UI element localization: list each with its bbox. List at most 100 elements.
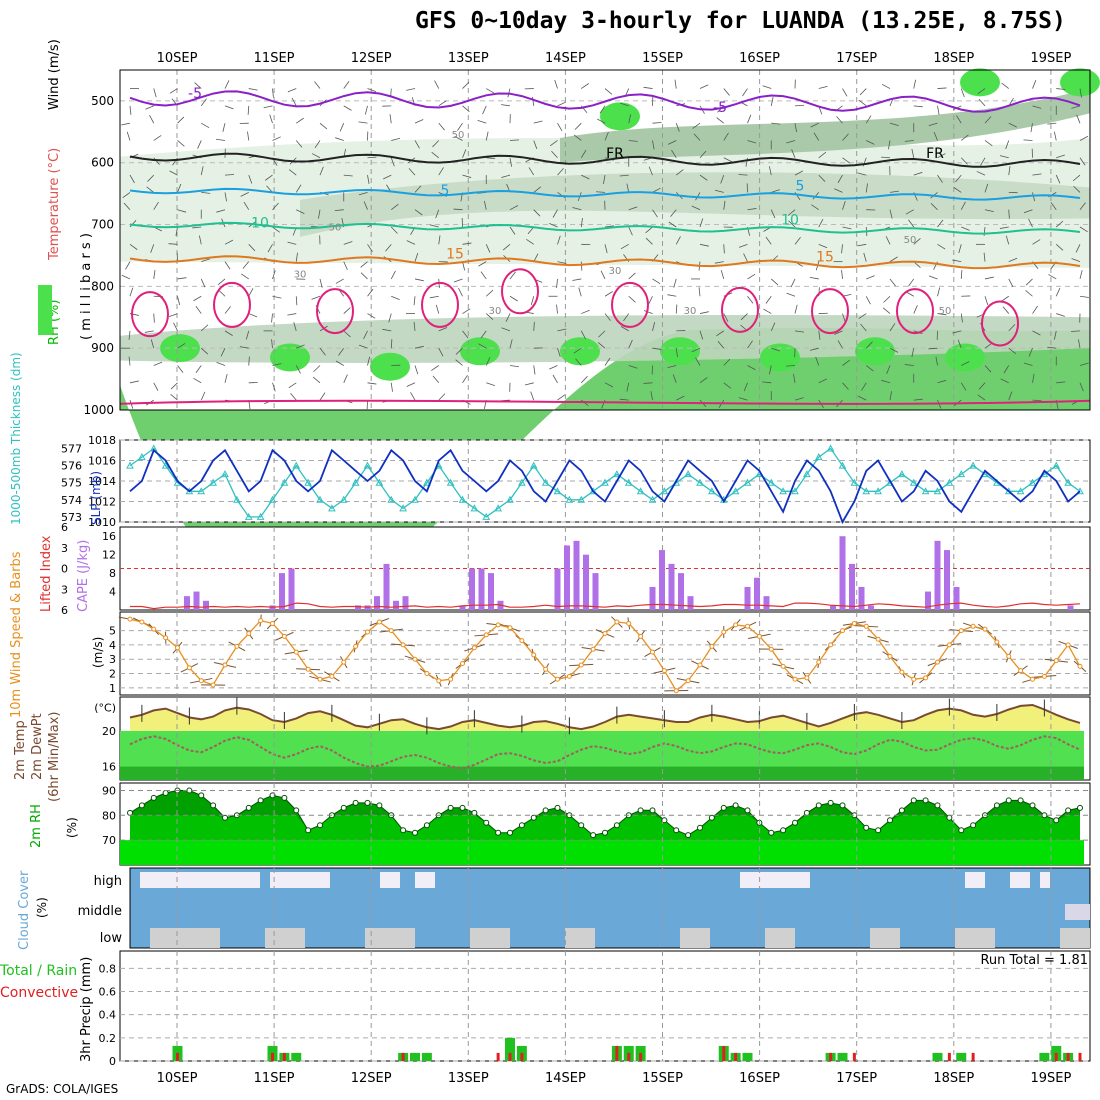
wind-speed-marker: [875, 636, 881, 642]
wind-barb: [961, 226, 970, 231]
cloud-low-block: [150, 928, 220, 948]
wind-panel: [119, 611, 1091, 696]
wind-barb: [889, 209, 893, 219]
wind-barb: [526, 238, 534, 245]
contour-label: 5: [796, 179, 805, 195]
precip-conv-bar: [401, 1052, 405, 1061]
precip-total-bar: [1039, 1052, 1050, 1061]
thickness-tick: 575: [61, 477, 82, 490]
wind-barb: [747, 114, 752, 124]
wind-barb: [652, 322, 656, 331]
wind-barb: [882, 307, 891, 314]
wind-barb: [984, 296, 989, 305]
wind-barb: [1008, 166, 1011, 176]
rh-marker: [827, 799, 834, 806]
wind-speed-marker: [650, 649, 655, 655]
wind-barb: [457, 122, 463, 131]
wind-barb: [224, 373, 228, 383]
wind-barb: [313, 365, 321, 373]
wind-tick: 1: [109, 682, 116, 695]
cape-bar: [858, 586, 865, 610]
wind-barb: [913, 238, 921, 245]
wind-speed-marker: [258, 618, 264, 624]
wind-speed-marker: [982, 626, 988, 632]
precip-total-bar: [291, 1052, 302, 1061]
wind-barb: [295, 365, 301, 374]
wind-barb: [287, 313, 297, 316]
wind-barb: [200, 98, 207, 107]
wind-barb: [391, 203, 399, 211]
wind-barb: [291, 97, 297, 107]
rh-high-blob: [460, 337, 500, 366]
wind-tick: 5: [109, 625, 116, 638]
thickness-marker: [850, 478, 859, 486]
wind-speed-marker: [222, 662, 228, 668]
wind-barb: [598, 330, 606, 338]
cloud-low-block: [1060, 928, 1090, 948]
wind-speed-marker: [1006, 653, 1012, 659]
cape-bar: [763, 596, 770, 610]
cape-bar: [678, 573, 684, 610]
wind-speed-marker: [768, 646, 774, 652]
wind-barb: [524, 382, 534, 386]
pressure-tick: 900: [91, 341, 114, 355]
wind-barb: [1028, 218, 1033, 228]
wind-barb: [192, 226, 202, 229]
wind-speed-marker: [578, 662, 584, 668]
temp-label-2: (6hr Min/Max): [47, 712, 62, 802]
wind-barb: [486, 157, 496, 160]
cape-bar: [1067, 605, 1074, 610]
wind-barb: [200, 166, 204, 176]
temp-axis-label: Temperature (°C): [47, 148, 62, 261]
wind-barb: [1078, 339, 1081, 349]
rh-contour-80: [119, 399, 1091, 405]
wind-speed-marker: [305, 666, 311, 672]
temp-label-1: 2m DewPt: [30, 713, 45, 780]
cape-tick: 16: [102, 530, 116, 543]
contour-label: 15: [446, 247, 464, 263]
contour-label: 5: [441, 183, 450, 199]
wind-barb: [200, 347, 209, 355]
rh-high-blob: [945, 343, 985, 372]
wind-speed-marker: [780, 663, 786, 669]
rh-marker: [898, 807, 905, 814]
wind-barb: [478, 261, 487, 267]
wind-barb: [595, 191, 606, 193]
wind-barb: [667, 140, 677, 145]
wind-barb: [462, 261, 466, 271]
wind-barb: [552, 209, 558, 218]
cape-bar: [687, 596, 694, 610]
wind-barb: [177, 343, 186, 349]
cloud-level-low: low: [100, 931, 123, 946]
wind-barb: [390, 157, 395, 167]
cape-bar: [554, 568, 561, 610]
wind-barb: [319, 122, 328, 130]
cape-bar: [488, 573, 494, 610]
wind-barb: [928, 347, 938, 350]
wind-barb: [485, 131, 489, 141]
wind-barb: [367, 288, 374, 297]
upper-panel-frame: [119, 69, 1091, 411]
wind-barb: [770, 322, 776, 332]
wind-barb: [390, 382, 393, 392]
wind-barb: [913, 305, 918, 314]
wind-barb: [343, 261, 348, 271]
wind-barb: [194, 82, 202, 89]
wind-barb: [693, 133, 701, 141]
precip-panel: [119, 950, 1091, 1062]
wind-barb: [557, 348, 561, 357]
rh-marker: [815, 802, 822, 809]
rh-marker: [293, 807, 300, 814]
wind-barb: [842, 201, 846, 210]
cape-bar: [583, 554, 589, 610]
thickness-marker: [1028, 478, 1037, 486]
thickness-marker: [660, 487, 669, 495]
cape-bar: [953, 586, 960, 610]
wind-barb: [462, 308, 471, 314]
rh-marker: [863, 824, 870, 831]
rh-marker: [530, 814, 537, 821]
wind-barb: [296, 209, 305, 215]
wind-barb: [1028, 348, 1033, 357]
wind-speed-marker: [246, 630, 252, 636]
